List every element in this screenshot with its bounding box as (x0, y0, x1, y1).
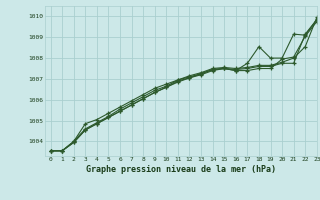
X-axis label: Graphe pression niveau de la mer (hPa): Graphe pression niveau de la mer (hPa) (86, 165, 276, 174)
